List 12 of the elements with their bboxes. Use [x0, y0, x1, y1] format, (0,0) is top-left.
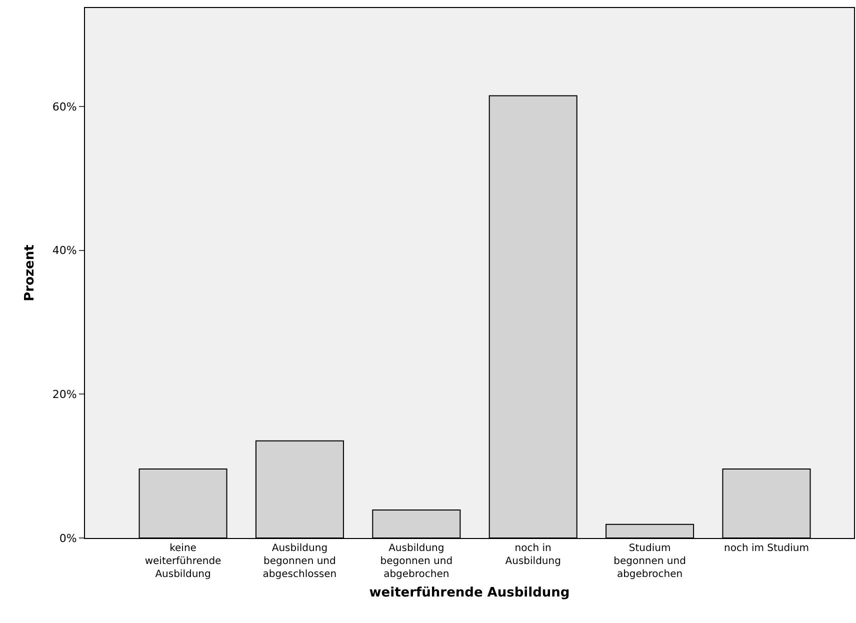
x-tick-label: noch in Ausbildung [505, 543, 561, 567]
x-tick-label: noch im Studium [724, 543, 809, 554]
x-tick-label: keine weiterführende Ausbildung [144, 543, 222, 580]
x-tick-label: Ausbildung begonnen und abgebrochen [380, 543, 453, 580]
y-tick-label: 0% [59, 532, 77, 545]
y-axis-title: Prozent [22, 244, 38, 302]
x-tick-label: Studium begonnen und abgebrochen [614, 543, 686, 580]
x-tick-label: Ausbildung begonnen und abgeschlossen [262, 543, 337, 580]
y-tick-label: 60% [52, 100, 77, 114]
y-tick-label: 40% [52, 244, 77, 258]
x-axis-title: weiterführende Ausbildung [369, 586, 570, 601]
y-tick-label: 20% [52, 388, 77, 402]
